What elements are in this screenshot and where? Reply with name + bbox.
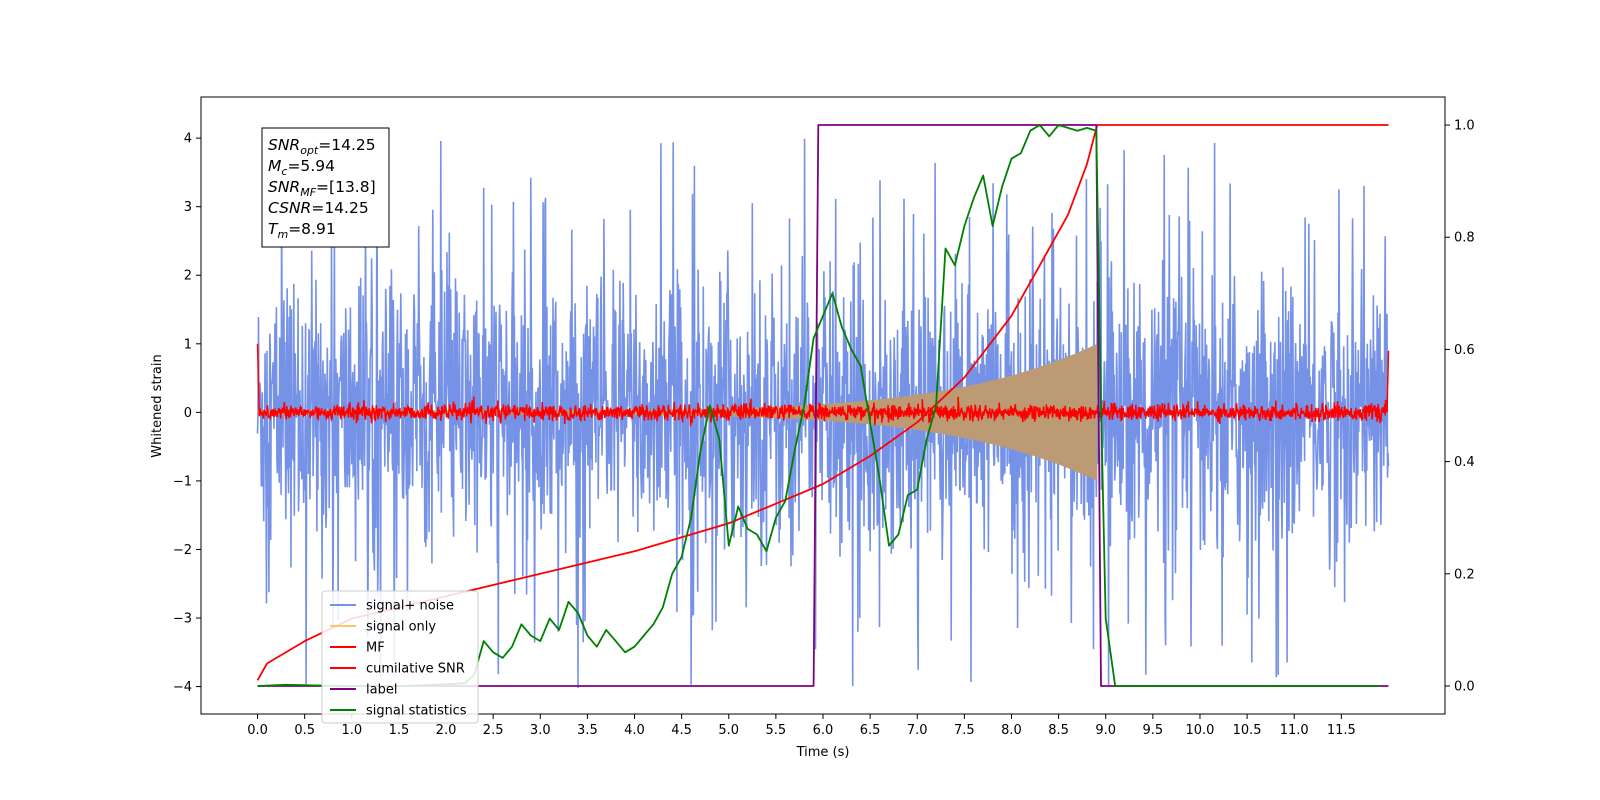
x-tick-label: 3.5 [577, 723, 598, 738]
y2-tick-label: 0.4 [1454, 455, 1475, 470]
x-axis-label: Time (s) [796, 745, 850, 760]
info-line-value: =5.94 [287, 157, 335, 175]
x-tick-label: 2.0 [436, 723, 457, 738]
info-box: SNRopt=14.25Mc=5.94SNRMF=[13.8]CSNR=14.2… [261, 127, 390, 248]
legend-label: cumilative SNR [366, 662, 465, 677]
x-tick-label: 0.0 [247, 723, 268, 738]
x-tick-label: 7.0 [907, 723, 928, 738]
legend-label: label [366, 683, 397, 698]
x-tick-label: 1.0 [341, 723, 362, 738]
x-tick-label: 0.5 [294, 723, 315, 738]
info-line-value: =14.25 [318, 136, 375, 154]
y-tick-label: 4 [184, 132, 192, 147]
legend: signal+ noise signal only MF cumilative SNR… [321, 590, 479, 724]
y-tick-label: −3 [173, 612, 192, 627]
info-line-symbol: M [268, 157, 281, 175]
x-tick-label: 4.0 [624, 723, 645, 738]
x-tick-label: 8.5 [1048, 723, 1069, 738]
y2-tick-label: 0.2 [1454, 567, 1475, 582]
legend-label: signal+ noise [366, 599, 454, 614]
info-line-symbol: SNR [268, 136, 300, 154]
x-tick-label: 4.5 [671, 723, 692, 738]
x-tick-label: 9.5 [1143, 723, 1164, 738]
x-tick-label: 8.0 [1001, 723, 1022, 738]
x-tick-label: 5.5 [766, 723, 787, 738]
info-line-symbol: SNR [268, 178, 300, 196]
series-line-mf [256, 343, 1390, 427]
x-tick-label: 11.0 [1280, 723, 1309, 738]
y-tick-label: 2 [184, 269, 192, 284]
y2-tick-label: 0.0 [1454, 679, 1475, 694]
info-line-symbol: CSNR [268, 199, 311, 217]
x-tick-label: 2.5 [483, 723, 504, 738]
info-line-value: =[13.8] [316, 178, 376, 196]
info-line-subscript: m [277, 228, 288, 241]
y-tick-label: −4 [173, 680, 192, 695]
y-tick-label: 3 [184, 200, 192, 215]
y-tick-label: 1 [184, 337, 192, 352]
x-tick-label: 3.0 [530, 723, 551, 738]
x-tick-label: 1.5 [389, 723, 410, 738]
legend-label: signal statistics [366, 704, 467, 719]
y-tick-label: −2 [173, 543, 192, 558]
y2-tick-label: 0.8 [1454, 231, 1475, 246]
y-tick-label: −1 [173, 474, 192, 489]
x-tick-label: 10.5 [1233, 723, 1262, 738]
y-axis-left: 4 3 2 1 0 −1 −2 −3 −4 [173, 132, 201, 695]
info-line-subscript: opt [300, 144, 319, 157]
info-line: SNRopt=14.25 [268, 136, 376, 157]
y2-tick-label: 1.0 [1454, 119, 1475, 134]
series-area-signal-only [257, 343, 1098, 481]
y-axis-label: Whitened strain [150, 354, 165, 457]
x-tick-label: 9.0 [1095, 723, 1116, 738]
x-axis: 0.0 0.5 1.0 1.5 2.0 2.5 3.0 3.5 4.0 4.5 5.0 5.5 6.0 6… [247, 714, 1356, 738]
info-box-frame [261, 127, 390, 248]
x-tick-label: 7.5 [954, 723, 975, 738]
info-line-subscript: c [281, 165, 287, 178]
x-tick-label: 6.0 [813, 723, 834, 738]
info-line: Mc=5.94 [268, 157, 335, 178]
x-tick-label: 10.0 [1185, 723, 1214, 738]
y-axis-right: 1.0 0.8 0.6 0.4 0.2 0.0 [1445, 119, 1475, 694]
y2-tick-label: 0.6 [1454, 343, 1475, 358]
info-line-value: =14.25 [311, 199, 368, 217]
legend-label: MF [366, 641, 385, 656]
legend-frame [321, 590, 479, 724]
series-line-signal-statistics [257, 124, 1379, 687]
x-tick-label: 6.5 [860, 723, 881, 738]
info-line: Tm=8.91 [268, 220, 336, 241]
info-line: CSNR=14.25 [268, 199, 369, 217]
legend-label: signal only [366, 620, 436, 635]
info-line-value: =8.91 [288, 220, 336, 238]
x-tick-label: 5.0 [718, 723, 739, 738]
info-line: SNRMF=[13.8] [268, 178, 376, 199]
info-line-subscript: MF [300, 186, 316, 199]
y-tick-label: 0 [184, 406, 192, 421]
x-tick-label: 11.5 [1327, 723, 1356, 738]
info-line-symbol: T [268, 220, 279, 238]
